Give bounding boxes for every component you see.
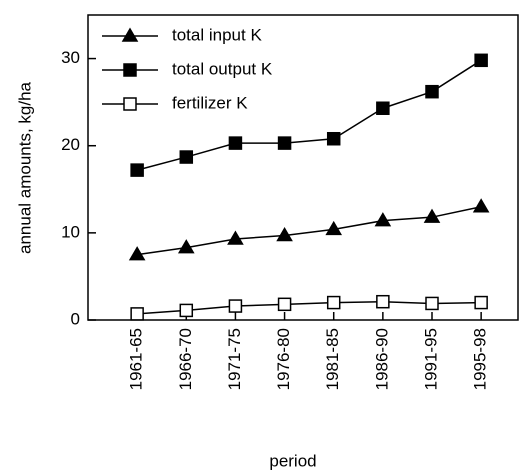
- plot-frame: [87, 14, 519, 321]
- x-tick-label: 1961-65: [127, 328, 146, 390]
- marker: [326, 131, 341, 146]
- marker: [474, 295, 488, 310]
- y-tick-label: 20: [61, 135, 80, 154]
- marker: [121, 27, 139, 42]
- y-tick-label: 30: [61, 48, 80, 67]
- marker: [325, 220, 343, 236]
- marker: [130, 163, 144, 177]
- marker: [228, 136, 243, 150]
- marker: [277, 297, 292, 312]
- x-tick-label: 1986-90: [372, 328, 391, 390]
- x-tick-label: 1976-80: [274, 328, 293, 390]
- marker: [425, 296, 439, 311]
- series-line: [137, 300, 482, 315]
- marker: [177, 239, 195, 254]
- x-tick-label: 1971-75: [225, 328, 244, 390]
- y-axis-label: annual amounts, kg/ha: [15, 81, 34, 254]
- legend-label: fertilizer K: [172, 93, 248, 112]
- marker: [376, 294, 390, 309]
- x-tick-label: 1995-98: [471, 328, 490, 390]
- y-tick-label: 10: [61, 222, 80, 241]
- marker: [474, 53, 488, 68]
- x-tick-label: 1981-85: [323, 328, 342, 390]
- series-line: [136, 59, 482, 171]
- y-tick-label: 0: [71, 309, 80, 328]
- marker: [179, 303, 194, 318]
- marker: [179, 150, 194, 164]
- marker: [123, 63, 137, 77]
- x-tick-label: 1991-95: [421, 328, 440, 390]
- marker: [130, 307, 144, 321]
- legend-label: total output K: [172, 59, 273, 78]
- marker: [326, 295, 341, 310]
- legend-label: total input K: [172, 25, 262, 44]
- x-axis-label: period: [269, 451, 316, 470]
- marker: [376, 101, 390, 115]
- marker: [425, 84, 439, 99]
- x-tick-label: 1966-70: [176, 328, 195, 390]
- marker: [277, 136, 292, 150]
- marker: [128, 246, 146, 261]
- series-line: [137, 205, 482, 256]
- marker: [123, 97, 137, 111]
- marker: [276, 226, 293, 242]
- marker: [374, 212, 392, 227]
- marker: [227, 230, 244, 245]
- marker: [228, 299, 243, 313]
- marker: [423, 208, 441, 223]
- marker: [472, 198, 490, 213]
